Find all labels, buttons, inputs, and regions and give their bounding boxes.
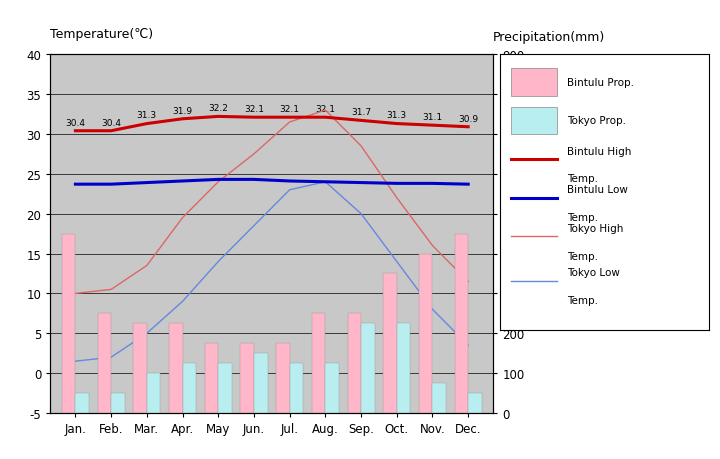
- Bar: [97, 313, 111, 413]
- Bar: [361, 324, 374, 413]
- Text: Temp.: Temp.: [567, 295, 598, 305]
- Text: 30.4: 30.4: [101, 118, 121, 127]
- Bar: [133, 324, 147, 413]
- Bar: [147, 373, 161, 413]
- Text: Bintulu Low: Bintulu Low: [567, 185, 628, 195]
- Text: Temp.: Temp.: [567, 213, 598, 223]
- FancyBboxPatch shape: [511, 107, 557, 135]
- Text: Tokyo Low: Tokyo Low: [567, 268, 620, 278]
- Text: Temp.: Temp.: [567, 174, 598, 184]
- Bar: [240, 343, 254, 413]
- Bar: [348, 313, 361, 413]
- Text: 32.2: 32.2: [208, 104, 228, 113]
- Bar: [397, 324, 410, 413]
- Bar: [312, 313, 325, 413]
- Text: Temp.: Temp.: [567, 251, 598, 261]
- Text: 32.1: 32.1: [315, 105, 336, 114]
- Text: Temperature(℃): Temperature(℃): [50, 28, 153, 41]
- Text: Bintulu High: Bintulu High: [567, 146, 631, 157]
- Bar: [254, 353, 268, 413]
- FancyBboxPatch shape: [511, 69, 557, 96]
- Bar: [111, 393, 125, 413]
- Bar: [325, 364, 339, 413]
- Bar: [276, 343, 289, 413]
- Text: 30.9: 30.9: [458, 114, 478, 123]
- Bar: [62, 234, 76, 413]
- Bar: [218, 364, 232, 413]
- Bar: [76, 393, 89, 413]
- Bar: [289, 364, 303, 413]
- Text: 31.7: 31.7: [351, 108, 371, 117]
- Bar: [204, 343, 218, 413]
- Bar: [183, 364, 196, 413]
- Bar: [433, 383, 446, 413]
- Bar: [468, 393, 482, 413]
- Bar: [169, 324, 183, 413]
- Text: 30.4: 30.4: [66, 118, 86, 127]
- Text: 31.3: 31.3: [137, 111, 157, 120]
- Bar: [419, 254, 433, 413]
- Text: Tokyo High: Tokyo High: [567, 224, 624, 234]
- Bar: [454, 234, 468, 413]
- Text: 31.9: 31.9: [173, 106, 192, 115]
- Text: 31.3: 31.3: [387, 111, 407, 120]
- Text: 32.1: 32.1: [244, 105, 264, 114]
- Bar: [383, 274, 397, 413]
- Text: Precipitation(mm): Precipitation(mm): [493, 31, 606, 44]
- Text: Bintulu Prop.: Bintulu Prop.: [567, 78, 634, 88]
- Text: 32.1: 32.1: [279, 105, 300, 114]
- Text: 31.1: 31.1: [423, 113, 443, 122]
- Text: Tokyo Prop.: Tokyo Prop.: [567, 116, 626, 126]
